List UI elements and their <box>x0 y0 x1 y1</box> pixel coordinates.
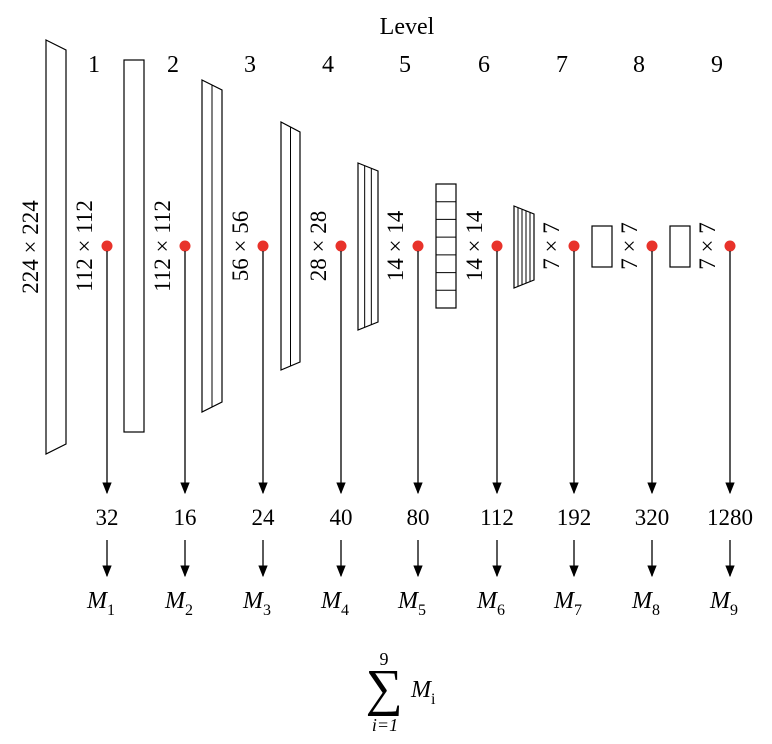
sum-upper-limit: 9 <box>380 649 389 669</box>
output-label-9: M9 <box>709 588 738 619</box>
channel-count-2: 16 <box>174 505 197 530</box>
output-label-7: M7 <box>553 588 582 619</box>
output-subscript-7: 7 <box>574 602 582 619</box>
sum-term: Mi <box>410 677 436 708</box>
tap-point-9 <box>724 240 736 252</box>
output-label-4: M4 <box>320 588 349 619</box>
level-dims-5: 14 × 14 <box>383 210 408 281</box>
output-letter-2: M <box>164 588 187 614</box>
level-header: Level <box>380 14 435 40</box>
tap-point-4 <box>335 240 347 252</box>
sum-lower-limit: i=1 <box>372 715 398 735</box>
channel-count-6: 112 <box>480 505 514 530</box>
output-subscript-2: 2 <box>185 602 193 619</box>
output-label-3: M3 <box>242 588 271 619</box>
output-letter-5: M <box>397 588 420 614</box>
output-letter-4: M <box>320 588 343 614</box>
channel-count-1: 32 <box>96 505 119 530</box>
level-dims-2: 112 × 112 <box>150 200 175 292</box>
output-label-8: M8 <box>631 588 660 619</box>
feature-map-4 <box>357 162 379 331</box>
output-letter-6: M <box>476 588 499 614</box>
level-dims-8: 7 × 7 <box>617 222 642 269</box>
level-dims-3: 56 × 56 <box>228 211 253 281</box>
level-dims-9: 7 × 7 <box>695 222 720 269</box>
output-subscript-4: 4 <box>341 602 349 619</box>
output-label-2: M2 <box>164 588 193 619</box>
tap-point-8 <box>646 240 658 252</box>
output-subscript-3: 3 <box>263 602 271 619</box>
level-number-3: 3 <box>244 52 256 78</box>
output-letter-7: M <box>553 588 576 614</box>
level-number-5: 5 <box>399 52 411 78</box>
output-label-1: M1 <box>86 588 115 619</box>
feature-map-7 <box>591 225 613 268</box>
sum-term-letter: M <box>410 677 433 703</box>
channel-count-4: 40 <box>330 505 353 530</box>
output-subscript-5: 5 <box>418 602 426 619</box>
output-subscript-9: 9 <box>730 602 738 619</box>
feature-map-6 <box>513 205 535 289</box>
channel-count-5: 80 <box>407 505 430 530</box>
output-label-6: M6 <box>476 588 505 619</box>
channel-count-7: 192 <box>557 505 592 530</box>
tap-point-1 <box>101 240 113 252</box>
output-letter-8: M <box>631 588 654 614</box>
level-number-2: 2 <box>167 52 179 78</box>
level-number-8: 8 <box>633 52 645 78</box>
output-subscript-1: 1 <box>107 602 115 619</box>
tap-point-2 <box>179 240 191 252</box>
level-dims-1: 112 × 112 <box>72 200 97 292</box>
level-dims-6: 14 × 14 <box>462 210 487 281</box>
output-letter-1: M <box>86 588 109 614</box>
level-number-9: 9 <box>711 52 723 78</box>
tap-point-3 <box>257 240 269 252</box>
input-dims-label: 224 × 224 <box>18 200 43 294</box>
level-number-7: 7 <box>556 52 568 78</box>
sum-symbol: ∑ <box>365 660 402 717</box>
level-number-1: 1 <box>88 52 100 78</box>
level-dims-4: 28 × 28 <box>306 211 331 281</box>
output-subscript-8: 8 <box>652 602 660 619</box>
tap-point-5 <box>412 240 424 252</box>
tap-point-7 <box>568 240 580 252</box>
input-image-slab <box>45 39 67 455</box>
sum-term-subscript: i <box>431 691 436 708</box>
channel-count-3: 24 <box>252 505 276 530</box>
tap-point-6 <box>491 240 503 252</box>
level-number-6: 6 <box>478 52 490 78</box>
output-label-5: M5 <box>397 588 426 619</box>
level-dims-7: 7 × 7 <box>539 222 564 269</box>
channel-count-9: 1280 <box>707 505 753 530</box>
sum-expression: 9 ∑ i=1 Mi <box>365 649 436 735</box>
level-number-4: 4 <box>322 52 334 78</box>
feature-map-5 <box>435 183 457 309</box>
output-letter-9: M <box>709 588 732 614</box>
feature-map-1 <box>123 59 145 433</box>
feature-map-8 <box>669 225 691 268</box>
channel-count-8: 320 <box>635 505 670 530</box>
output-letter-3: M <box>242 588 265 614</box>
output-subscript-6: 6 <box>497 602 505 619</box>
